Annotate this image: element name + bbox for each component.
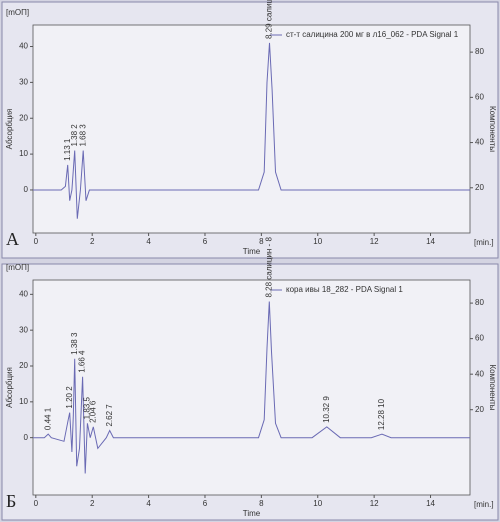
- peak-label: 1.68 3: [78, 124, 87, 147]
- x-unit-label: [min.]: [474, 500, 494, 509]
- y-tick-label: 20: [19, 361, 28, 370]
- y-tick-label: 10: [19, 149, 28, 158]
- y2-tick-label: 40: [475, 138, 484, 147]
- x-tick-label: 10: [313, 499, 322, 508]
- x-tick-label: 12: [370, 499, 379, 508]
- x-tick-label: 2: [90, 499, 95, 508]
- y-axis-title: Абсорбция: [5, 109, 14, 150]
- peak-label: 0.44 1: [43, 407, 52, 430]
- y2-axis-title: Компоненты: [488, 106, 497, 152]
- peak-label: 12.28 10: [377, 398, 386, 430]
- peak-label: 1.38 3: [70, 332, 79, 355]
- x-tick-label: 14: [426, 499, 435, 508]
- peak-label: 2.62 7: [105, 404, 114, 427]
- x-tick-label: 0: [34, 237, 39, 246]
- y-tick-label: 20: [19, 113, 28, 122]
- x-tick-label: 8: [259, 237, 264, 246]
- y2-axis-title: Компоненты: [488, 364, 497, 410]
- y-tick-label: 0: [24, 185, 29, 194]
- y2-tick-label: 80: [475, 47, 484, 56]
- y2-tick-label: 40: [475, 369, 484, 378]
- y2-tick-label: 60: [475, 92, 484, 101]
- y-tick-label: 0: [24, 433, 29, 442]
- y-unit-label: [mОП]: [6, 263, 29, 272]
- legend-label: кора ивы 18_282 - PDA Signal 1: [286, 285, 403, 294]
- x-tick-label: 0: [34, 499, 39, 508]
- panel-label: Б: [6, 491, 16, 511]
- y-tick-label: 40: [19, 289, 28, 298]
- peak-label: 8.29 салицин - 4: [265, 0, 274, 39]
- peak-label: 1.83 5: [83, 397, 92, 420]
- x-tick-label: 6: [203, 499, 208, 508]
- x-tick-label: 4: [146, 499, 151, 508]
- x-tick-label: 10: [313, 237, 322, 246]
- x-tick-label: 14: [426, 237, 435, 246]
- y2-tick-label: 20: [475, 183, 484, 192]
- y-tick-label: 40: [19, 42, 28, 51]
- y2-tick-label: 20: [475, 405, 484, 414]
- peak-label: 8.28 салицин - 8: [264, 237, 273, 298]
- x-axis-title: Time: [243, 509, 261, 518]
- y2-tick-label: 80: [475, 298, 484, 307]
- x-tick-label: 2: [90, 237, 95, 246]
- y-tick-label: 10: [19, 397, 28, 406]
- legend-label: ст-т салицина 200 мг в л16_062 - PDA Sig…: [286, 30, 459, 39]
- plot-area: [32, 279, 471, 496]
- peak-label: 10.32 9: [322, 396, 331, 423]
- y-axis-title: Абсорбция: [5, 367, 14, 408]
- y-tick-label: 30: [19, 77, 28, 86]
- plot-area: [32, 24, 471, 234]
- peak-label: 1.66 4: [78, 350, 87, 373]
- y2-tick-label: 60: [475, 334, 484, 343]
- peak-label: 2.04 6: [88, 400, 97, 423]
- x-tick-label: 12: [370, 237, 379, 246]
- x-tick-label: 4: [146, 237, 151, 246]
- peak-label: 1.38 2: [70, 124, 79, 147]
- signal-line: [33, 42, 470, 219]
- panel-label: А: [6, 229, 19, 249]
- x-tick-label: 6: [203, 237, 208, 246]
- x-unit-label: [min.]: [474, 238, 494, 247]
- y-unit-label: [mОП]: [6, 8, 29, 17]
- y-tick-label: 30: [19, 325, 28, 334]
- x-tick-label: 8: [259, 499, 264, 508]
- signal-line: [33, 301, 470, 474]
- x-axis-title: Time: [243, 247, 261, 256]
- peak-label: 1.13 1: [63, 138, 72, 161]
- peak-label: 1.20 2: [65, 386, 74, 409]
